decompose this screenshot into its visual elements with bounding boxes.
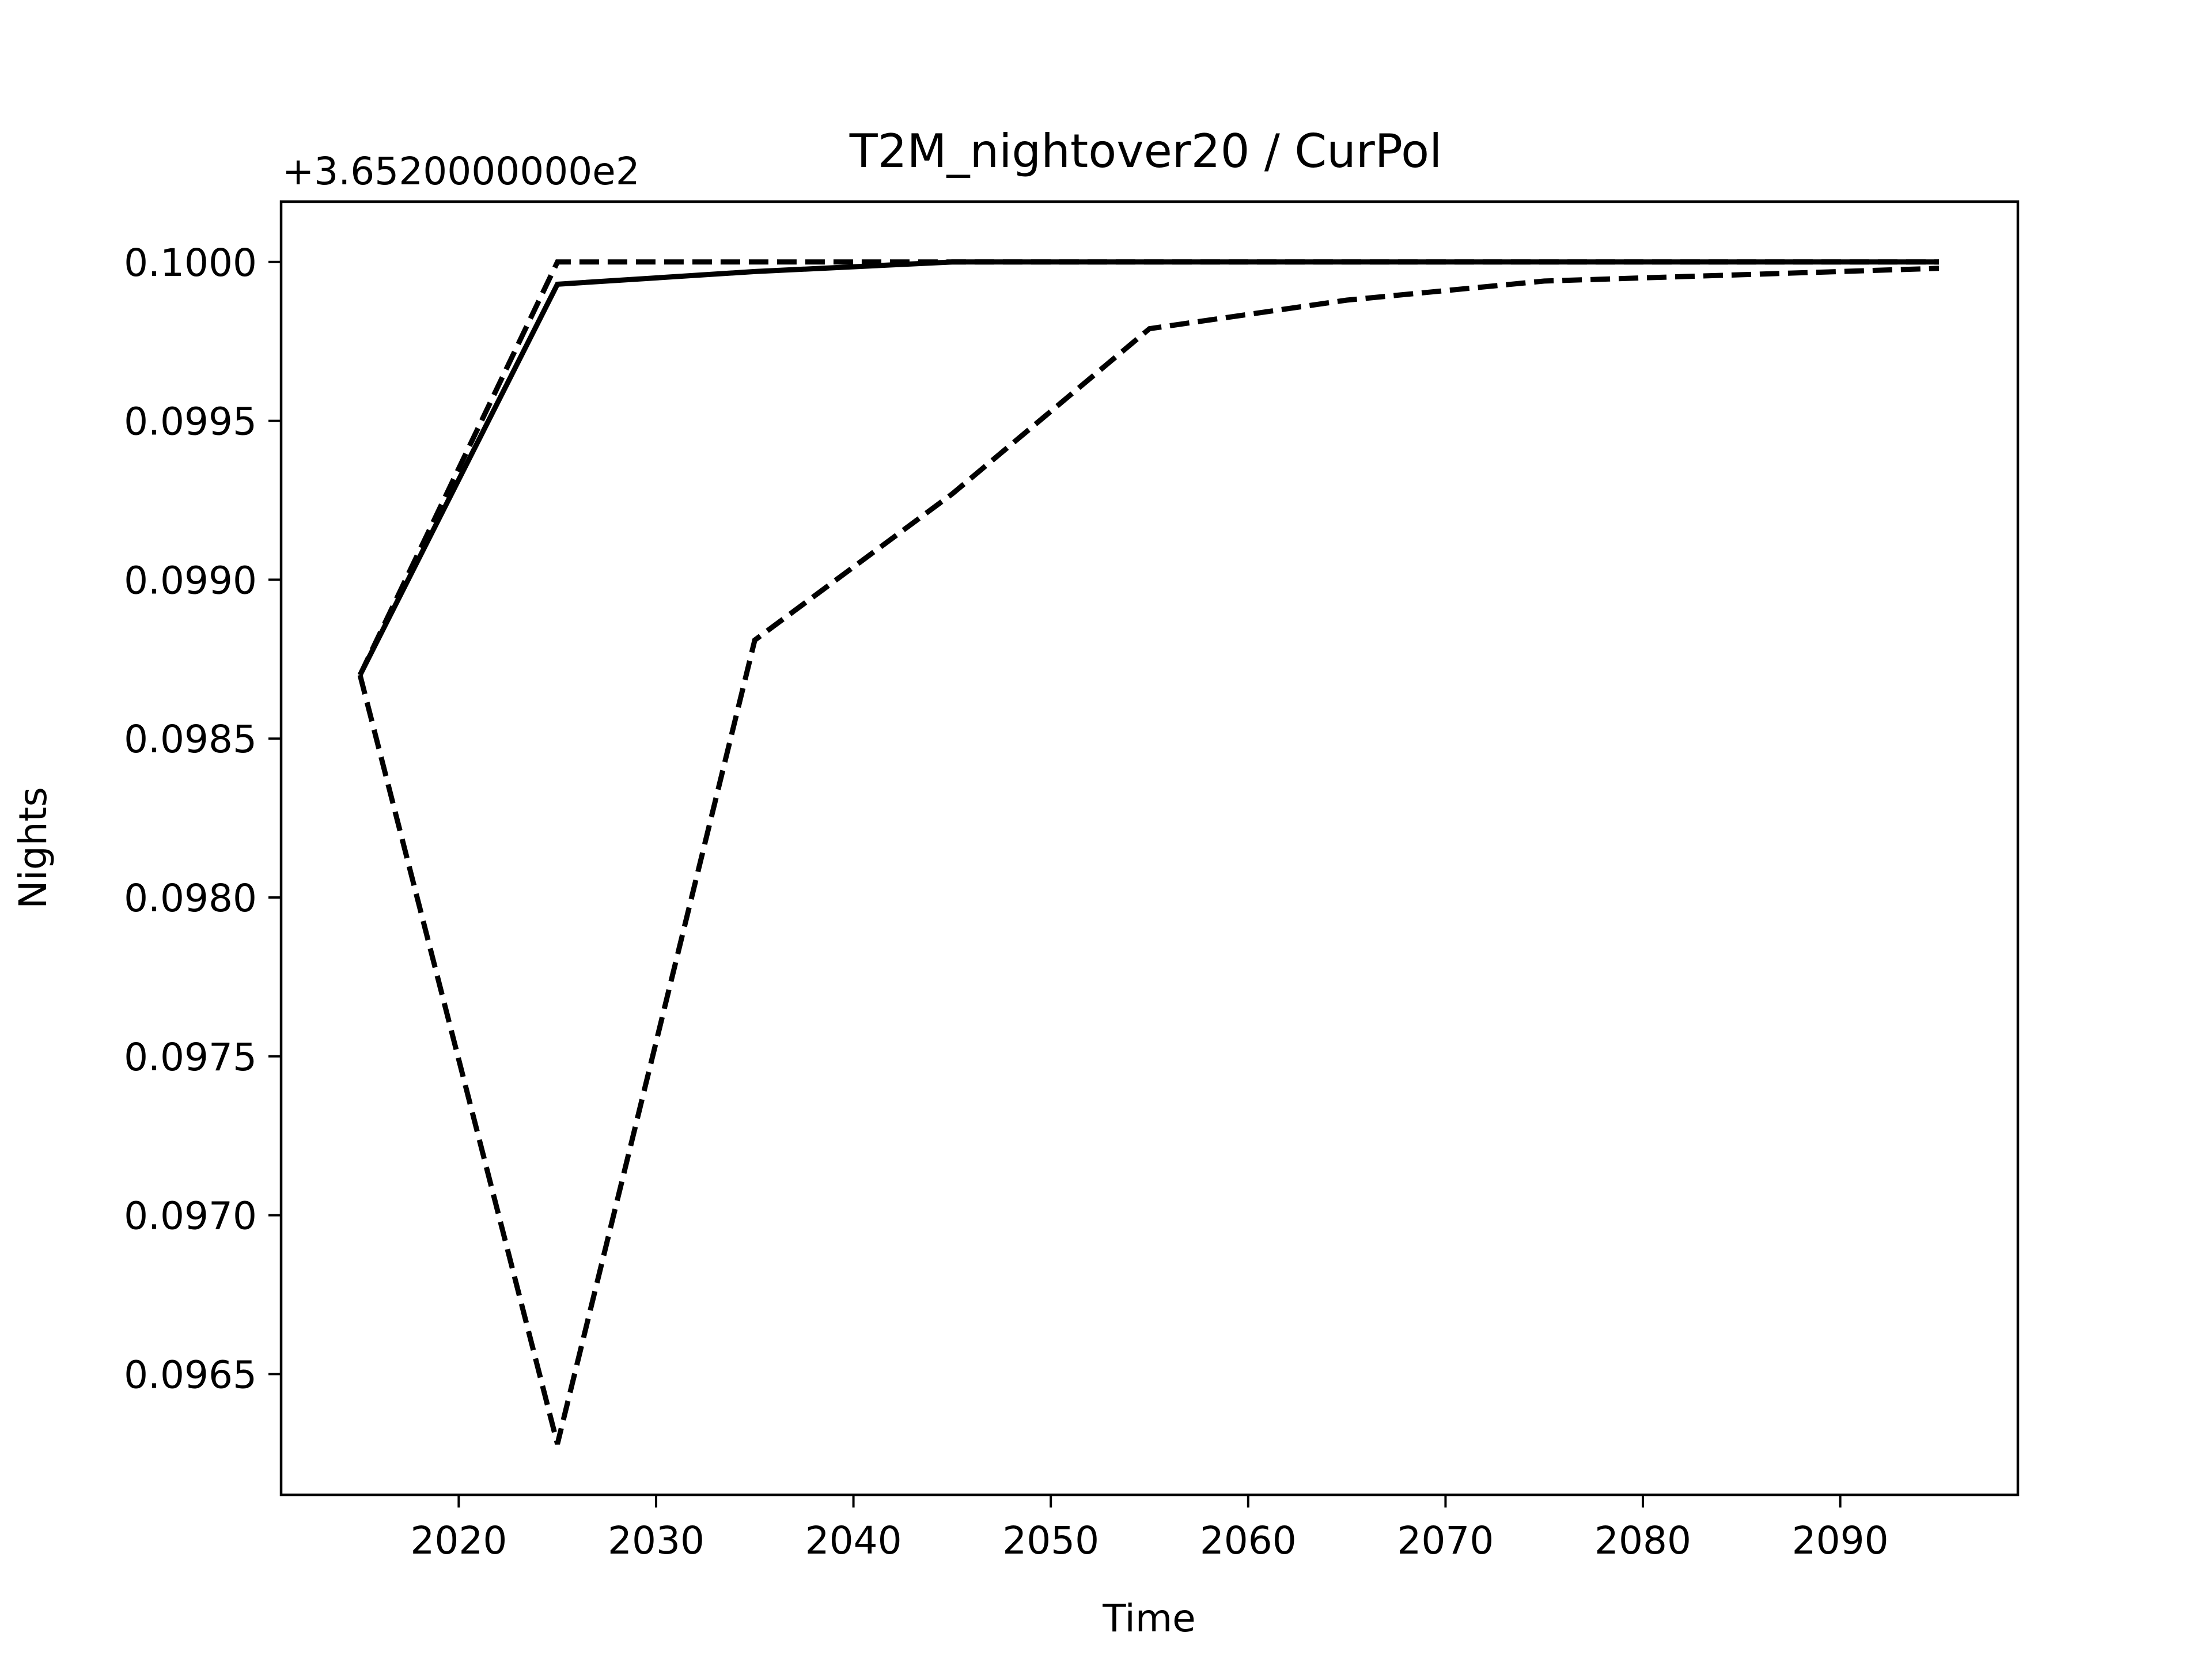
y-tick-label: 0.1000	[124, 241, 257, 285]
series-layer	[357, 259, 1940, 1445]
y-axis-title: Nights	[11, 787, 55, 909]
x-axis-ticks: 2020 2030 2040 2050 2060 2070 2080 2090	[410, 1495, 1889, 1563]
y-tick-label: 0.0965	[124, 1353, 257, 1397]
y-offset-label: +3.6520000000e2	[282, 149, 640, 194]
x-tick-label: 2070	[1397, 1518, 1494, 1563]
series-line-2	[357, 259, 1939, 676]
y-tick-label: 0.0980	[124, 876, 257, 921]
x-tick-label: 2090	[1792, 1518, 1889, 1563]
x-tick-label: 2020	[410, 1518, 507, 1563]
series-line-3	[357, 266, 1940, 1445]
y-tick-label: 0.0990	[124, 558, 257, 603]
x-tick-label: 2080	[1594, 1518, 1691, 1563]
x-tick-label: 2050	[1002, 1518, 1099, 1563]
plot-frame	[279, 200, 2020, 1497]
x-tick-label: 2040	[805, 1518, 902, 1563]
x-tick-label: 2060	[1200, 1518, 1297, 1563]
x-tick-label: 2030	[608, 1518, 704, 1563]
y-axis-ticks: 0.0965 0.0970 0.0975 0.0980 0.0985 0.0990 0.09…	[124, 241, 281, 1397]
y-tick-label: 0.0970	[124, 1194, 257, 1238]
y-tick-label: 0.0985	[124, 717, 257, 762]
series-line-1	[357, 259, 1939, 676]
y-tick-label: 0.0995	[124, 400, 257, 444]
x-axis-title: Time	[1102, 1596, 1196, 1641]
chart-title: T2M_nightover20 / CurPol	[849, 124, 1442, 178]
y-tick-label: 0.0975	[124, 1035, 257, 1080]
